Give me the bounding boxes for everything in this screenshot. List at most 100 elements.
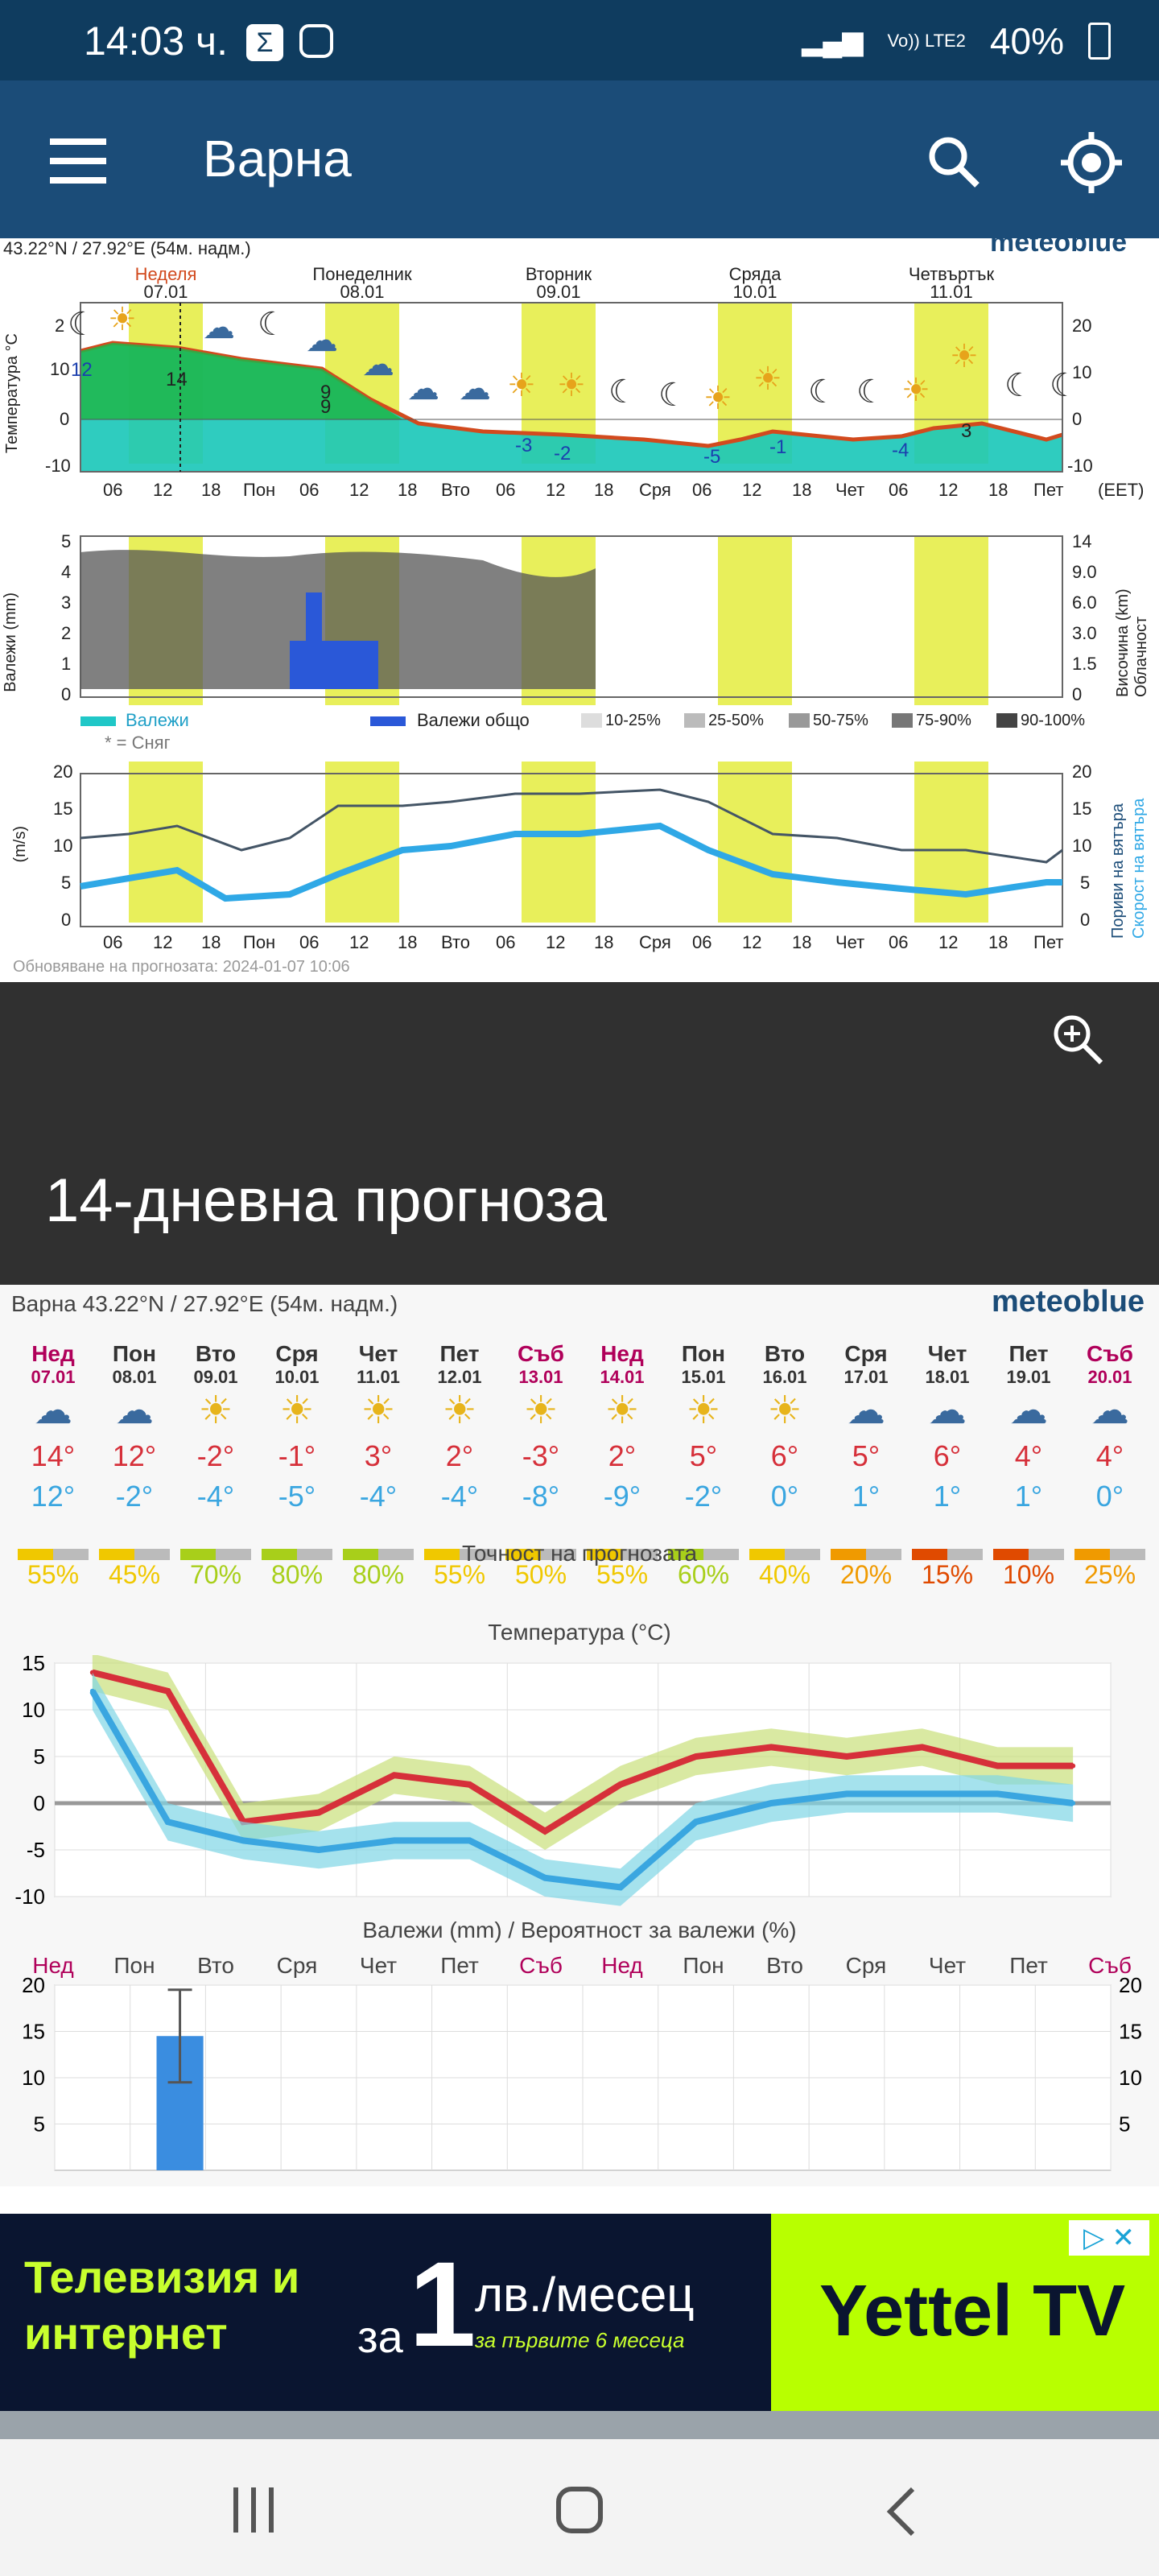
accuracy-value: 55% (596, 1560, 649, 1589)
x-tick: 12 (938, 932, 959, 952)
temp-tick: -10 (45, 456, 71, 476)
data-point-min (844, 1791, 849, 1797)
search-icon[interactable] (926, 134, 982, 194)
temp-min: -5° (278, 1480, 316, 1513)
ad-close-icon[interactable]: ▷ ✕ (1069, 2220, 1149, 2256)
cloud-icon: ☁ (1091, 1389, 1129, 1432)
ad-price: лв./месец (475, 2268, 695, 2322)
legend-rain-swatch (80, 716, 116, 726)
cloud-icon: ☁ (1009, 1389, 1048, 1432)
cloud-axis-label: Височина (km) Облачност (1114, 588, 1150, 697)
x-tick: 18 (988, 480, 1008, 500)
temp-min: 0° (1095, 1480, 1124, 1513)
meteogram[interactable]: 43.22°N / 27.92°E (54м. надм.) meteoblue… (0, 227, 1159, 982)
data-point-min (391, 1838, 397, 1843)
data-point-max (467, 1781, 472, 1787)
temp-max: 4° (1095, 1439, 1124, 1472)
temp-value-label: -4 (892, 440, 909, 461)
temp-value-label: -5 (703, 446, 721, 468)
day-column[interactable]: Съб 13.01 ☀ -3° -8° 50% (501, 1341, 581, 1590)
accuracy-value: 45% (108, 1560, 161, 1589)
fourteen-day-forecast[interactable]: Варна 43.22°N / 27.92°E (54м. надм.) met… (0, 1285, 1159, 2186)
day-column[interactable]: Сря 17.01 ☁ 5° 1° 20% (826, 1341, 906, 1590)
day-date: 11.01 (357, 1367, 400, 1387)
day-column[interactable]: Нед 07.01 ☁ 14° 12° 55% (13, 1341, 93, 1590)
day-column[interactable]: Вто 09.01 ☀ -2° -4° 70% (175, 1341, 256, 1590)
location-icon[interactable] (1059, 130, 1124, 199)
day-label: Понеделник (312, 264, 412, 284)
temp-min: 1° (933, 1480, 962, 1513)
x-tick: 12 (153, 480, 173, 500)
day-date: 10.01 (274, 1367, 320, 1387)
day-column[interactable]: Пон 08.01 ☁ 12° -2° 45% (94, 1341, 175, 1590)
x-tick: 12 (546, 480, 566, 500)
wind-tick: 5 (1080, 873, 1091, 893)
precip-day-label: Вто (766, 1953, 803, 1978)
legend-c3-swatch (789, 713, 810, 728)
home-icon[interactable] (555, 2486, 604, 2538)
day-column[interactable]: Пон 15.01 ☀ 5° -2° 60% (663, 1341, 744, 1590)
day-column[interactable]: Сря 10.01 ☀ -1° -5° 80% (257, 1341, 337, 1590)
precip-tick: 3 (61, 592, 72, 613)
x-tick: 18 (398, 480, 418, 500)
day-column[interactable]: Пет 19.01 ☁ 4° 1° 10% (988, 1341, 1069, 1590)
cloud-rain-sun-icon: ☁ (34, 1389, 72, 1432)
wind-tick: 15 (1072, 799, 1092, 819)
legend-c5-swatch (996, 713, 1017, 728)
precip-day-label: Вто (197, 1953, 234, 1978)
wind-tick: 10 (53, 836, 73, 856)
accuracy-value: 10% (1002, 1560, 1055, 1589)
x-tick: 06 (692, 932, 712, 952)
day-column[interactable]: Чет 11.01 ☀ 3° -4° 80% (338, 1341, 419, 1590)
x-tick: Пет (1033, 480, 1064, 500)
cloud-icon: ☁ (459, 371, 491, 407)
battery-label: 40% (989, 20, 1064, 62)
precip-day-label: Пон (113, 1953, 155, 1978)
moon-icon: ☾ (258, 307, 287, 342)
temp-max: 2° (445, 1439, 474, 1472)
timezone-label: (EET) (1098, 480, 1145, 500)
back-icon[interactable] (885, 2486, 918, 2541)
day-date: 17.01 (843, 1367, 889, 1387)
legend-snow: * = Сняг (105, 733, 171, 753)
x-tick: 12 (742, 932, 762, 952)
temp-min: -4° (440, 1480, 479, 1513)
recent-apps-icon[interactable] (233, 2487, 274, 2537)
day-date: 18.01 (925, 1367, 970, 1387)
legend-c5: 90-100% (1021, 712, 1086, 729)
data-point-max (617, 1781, 623, 1787)
data-point-max (316, 1810, 321, 1815)
day-column[interactable]: Вто 16.01 ☀ 6° 0° 40% (744, 1341, 825, 1590)
cloud-icon: ☁ (203, 310, 235, 345)
sun-icon: ☀ (523, 1389, 559, 1432)
x-tick: 12 (349, 932, 369, 952)
x-tick: 06 (103, 480, 123, 500)
cloud-rain-icon: ☁ (306, 323, 338, 358)
accuracy-bar (175, 1549, 256, 1560)
y-tick: 20 (22, 1977, 45, 1997)
day-date: 12.01 (437, 1367, 482, 1387)
day-name: Чет (927, 1341, 967, 1366)
data-point-min (542, 1875, 548, 1880)
day-name: Пет (439, 1341, 480, 1366)
moon-icon: ☾ (808, 374, 837, 410)
day-column[interactable]: Нед 14.01 ☀ 2° -9° 55% (582, 1341, 662, 1590)
ad-brand-panel[interactable]: Yettel TV ▷ ✕ (771, 2214, 1159, 2411)
y-tick: -10 (14, 1885, 45, 1909)
day-column[interactable]: Съб 20.01 ☁ 4° 0° 25% (1070, 1341, 1150, 1590)
temp-min: 12° (31, 1480, 76, 1513)
ad-big-number: 1 (409, 2236, 476, 2372)
ad-sub: за първите 6 месеца (475, 2328, 685, 2352)
accuracy-value: 25% (1083, 1560, 1136, 1589)
temperature-chart: 15 10 5 0 -5 -10 (14, 1655, 1112, 1909)
sun-icon: ☀ (108, 302, 137, 337)
day-column[interactable]: Пет 12.01 ☀ 2° -4° 55% (419, 1341, 500, 1590)
day-column[interactable]: Чет 18.01 ☁ 6° 1° 15% (907, 1341, 988, 1590)
x-tick: Сря (639, 480, 671, 500)
zoom-in-icon[interactable] (1050, 1011, 1106, 1071)
precip-tick: 2 (61, 623, 72, 643)
menu-icon[interactable] (50, 138, 106, 188)
accuracy-value: 20% (839, 1560, 893, 1589)
temp-max: 14° (31, 1439, 76, 1472)
x-tick: Пон (243, 480, 276, 500)
